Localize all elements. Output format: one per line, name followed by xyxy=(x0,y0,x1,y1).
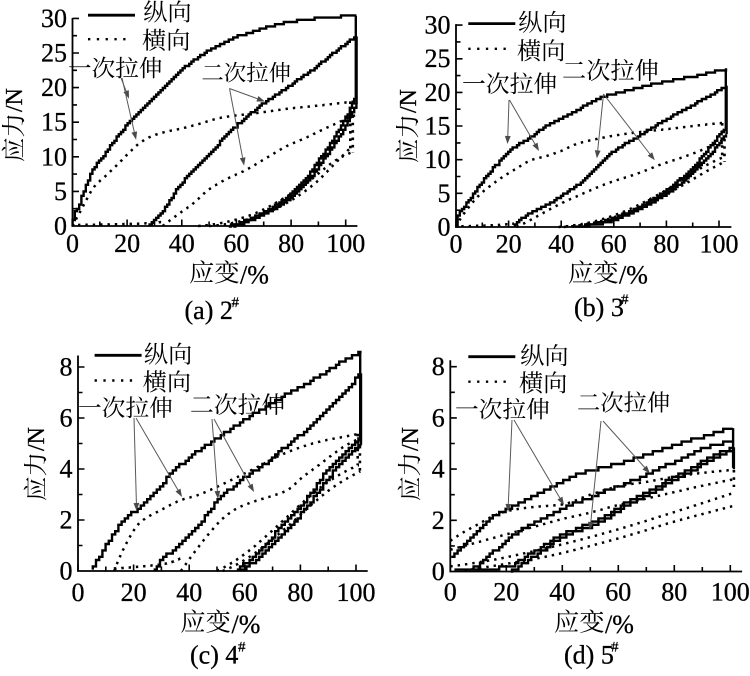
svg-text:4: 4 xyxy=(60,455,73,484)
svg-text:10: 10 xyxy=(41,142,67,171)
svg-text:5: 5 xyxy=(54,177,67,206)
svg-text:2: 2 xyxy=(60,506,73,535)
svg-text:60: 60 xyxy=(605,578,631,607)
svg-text:/%: /% xyxy=(619,261,648,290)
svg-text:(c) 4: (c) 4 xyxy=(190,641,238,670)
svg-text:80: 80 xyxy=(661,578,687,607)
svg-text:0: 0 xyxy=(66,229,79,258)
svg-text:6: 6 xyxy=(60,404,73,433)
svg-text:60: 60 xyxy=(223,229,249,258)
svg-text:40: 40 xyxy=(176,578,202,607)
svg-text:0: 0 xyxy=(438,213,451,242)
svg-text:/%: /% xyxy=(232,610,261,639)
svg-text:4: 4 xyxy=(432,455,445,484)
svg-text:0: 0 xyxy=(444,578,457,607)
svg-text:10: 10 xyxy=(425,145,451,174)
svg-text:#: # xyxy=(621,292,629,308)
svg-text:/%: /% xyxy=(605,610,634,639)
svg-text:100: 100 xyxy=(700,229,739,258)
svg-text:0: 0 xyxy=(72,578,85,607)
svg-text:80: 80 xyxy=(653,229,679,258)
svg-text:/N: /N xyxy=(24,427,50,451)
svg-text:#: # xyxy=(232,295,240,311)
svg-text:2: 2 xyxy=(432,506,445,535)
svg-text:15: 15 xyxy=(41,108,67,137)
svg-text:25: 25 xyxy=(425,44,451,73)
svg-text:20: 20 xyxy=(121,578,147,607)
svg-text:/N: /N xyxy=(2,88,28,112)
svg-text:40: 40 xyxy=(548,229,574,258)
svg-text:20: 20 xyxy=(493,578,519,607)
svg-text:60: 60 xyxy=(601,229,627,258)
svg-text:40: 40 xyxy=(169,229,195,258)
svg-text:8: 8 xyxy=(432,352,445,381)
svg-text:0: 0 xyxy=(60,557,73,586)
svg-text:80: 80 xyxy=(278,229,304,258)
svg-text:0: 0 xyxy=(54,212,67,241)
svg-text:(a) 2: (a) 2 xyxy=(185,296,233,325)
svg-text:30: 30 xyxy=(41,4,67,33)
svg-text:100: 100 xyxy=(711,578,750,607)
svg-text:5: 5 xyxy=(438,179,451,208)
svg-text:6: 6 xyxy=(432,403,445,432)
svg-text:/%: /% xyxy=(240,261,269,290)
svg-text:0: 0 xyxy=(432,557,445,586)
svg-text:25: 25 xyxy=(41,39,67,68)
svg-text:20: 20 xyxy=(425,78,451,107)
svg-text:30: 30 xyxy=(425,11,451,40)
svg-text:(b) 3: (b) 3 xyxy=(574,293,624,322)
svg-text:0: 0 xyxy=(450,229,463,258)
svg-text:40: 40 xyxy=(549,578,575,607)
svg-text:(d) 5: (d) 5 xyxy=(564,641,614,670)
svg-text:60: 60 xyxy=(232,578,258,607)
svg-text:/N: /N xyxy=(398,427,424,451)
svg-text:20: 20 xyxy=(41,73,67,102)
svg-text:80: 80 xyxy=(287,578,313,607)
svg-text:100: 100 xyxy=(337,578,376,607)
svg-text:20: 20 xyxy=(114,229,140,258)
svg-text:15: 15 xyxy=(425,112,451,141)
svg-text:#: # xyxy=(238,640,246,656)
svg-text:8: 8 xyxy=(60,353,73,382)
svg-text:#: # xyxy=(611,640,619,656)
svg-text:/N: /N xyxy=(396,89,422,113)
svg-text:20: 20 xyxy=(496,229,522,258)
svg-text:100: 100 xyxy=(326,229,365,258)
